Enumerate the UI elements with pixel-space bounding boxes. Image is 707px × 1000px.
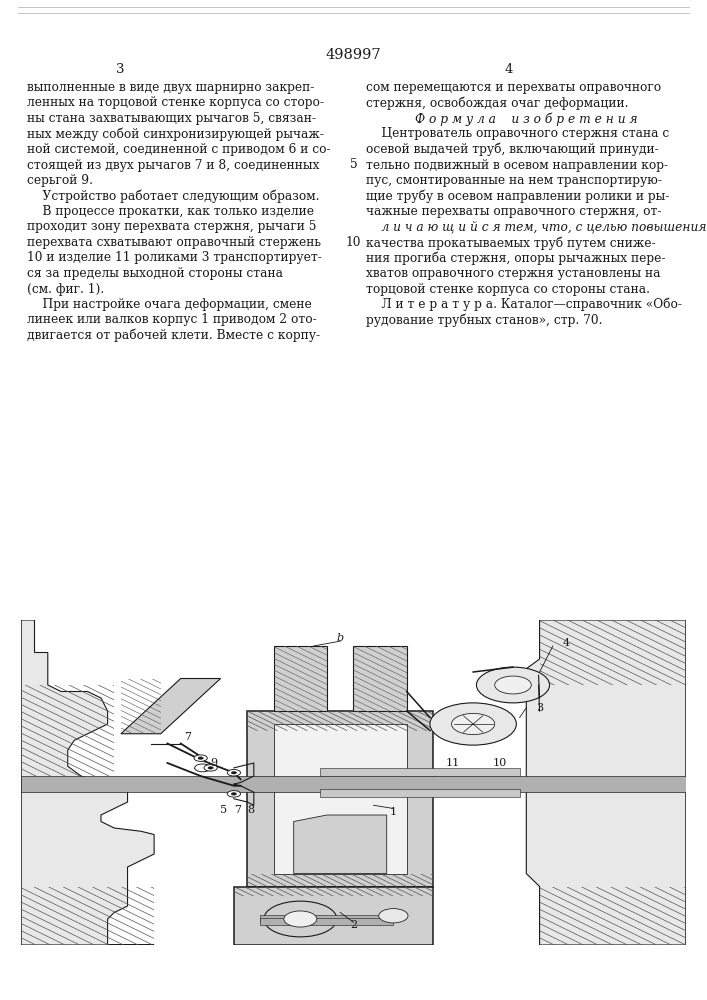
Text: линеек или валков корпус 1 приводом 2 ото-: линеек или валков корпус 1 приводом 2 от… (27, 313, 317, 326)
Text: 2: 2 (350, 920, 357, 930)
Text: осевой выдачей труб, включающий принуди-: осевой выдачей труб, включающий принуди- (366, 143, 659, 156)
Text: При настройке очага деформации, смене: При настройке очага деформации, смене (27, 298, 312, 311)
Bar (320, 789, 520, 797)
Text: 9: 9 (211, 758, 218, 768)
Circle shape (495, 676, 531, 694)
Text: 5: 5 (221, 805, 228, 815)
Text: щие трубу в осевом направлении ролики и ры-: щие трубу в осевом направлении ролики и … (366, 190, 670, 203)
Text: (см. фиг. 1).: (см. фиг. 1). (27, 282, 104, 296)
Text: тельно подвижный в осевом направлении кор-: тельно подвижный в осевом направлении ко… (366, 158, 668, 172)
Bar (21, 776, 686, 792)
Bar (247, 711, 433, 886)
Text: 7: 7 (234, 805, 240, 815)
Circle shape (452, 713, 495, 735)
Circle shape (284, 911, 317, 927)
Text: 5: 5 (350, 158, 357, 172)
Text: Ф о р м у л а    и з о б р е т е н и я: Ф о р м у л а и з о б р е т е н и я (415, 112, 637, 125)
Circle shape (204, 765, 217, 771)
Bar (274, 646, 327, 711)
Text: качества прокатываемых труб путем сниже-: качества прокатываемых труб путем сниже- (366, 236, 656, 249)
Text: 3: 3 (116, 63, 124, 76)
Text: Л и т е р а т у р а. Каталог—справочник «Обо-: Л и т е р а т у р а. Каталог—справочник … (366, 298, 682, 311)
Text: серьгой 9.: серьгой 9. (27, 174, 93, 187)
Polygon shape (21, 620, 154, 945)
Text: ны стана захватывающих рычагов 5, связан-: ны стана захватывающих рычагов 5, связан… (27, 112, 316, 125)
Bar (260, 915, 393, 922)
Text: торцовой стенке корпуса со стороны стана.: торцовой стенке корпуса со стороны стана… (366, 282, 650, 296)
Text: перехвата схватывают оправочный стержень: перехвата схватывают оправочный стержень (27, 236, 321, 249)
Bar (260, 918, 393, 925)
Text: 10: 10 (346, 236, 361, 249)
Text: л и ч а ю щ и й с я тем, что, с целью повышения: л и ч а ю щ и й с я тем, что, с целью по… (366, 220, 707, 233)
Circle shape (379, 909, 408, 923)
Circle shape (227, 770, 240, 776)
Text: 4: 4 (563, 638, 570, 648)
Text: 10: 10 (493, 758, 507, 768)
Text: выполненные в виде двух шарнирно закреп-: выполненные в виде двух шарнирно закреп- (27, 81, 314, 94)
Text: Центрователь оправочного стержня стана с: Центрователь оправочного стержня стана с (366, 127, 670, 140)
Circle shape (198, 757, 204, 759)
Polygon shape (293, 815, 387, 874)
Bar (274, 724, 407, 874)
Text: 3: 3 (536, 703, 543, 713)
Circle shape (231, 771, 237, 774)
Circle shape (477, 667, 549, 703)
Text: 10 и изделие 11 роликами 3 транспортирует-: 10 и изделие 11 роликами 3 транспортируе… (27, 251, 322, 264)
Text: b: b (337, 633, 344, 643)
Bar (320, 768, 520, 776)
Text: 4: 4 (505, 63, 513, 76)
Text: ной системой, соединенной с приводом 6 и со-: ной системой, соединенной с приводом 6 и… (27, 143, 330, 156)
Text: ся за пределы выходной стороны стана: ся за пределы выходной стороны стана (27, 267, 283, 280)
Circle shape (194, 764, 211, 772)
Circle shape (208, 767, 214, 769)
Polygon shape (526, 620, 686, 945)
Text: хватов оправочного стержня установлены на: хватов оправочного стержня установлены н… (366, 267, 661, 280)
Circle shape (430, 703, 516, 745)
Text: В процессе прокатки, как только изделие: В процессе прокатки, как только изделие (27, 205, 314, 218)
Text: Фиг. 1: Фиг. 1 (248, 918, 289, 930)
Text: 8: 8 (247, 805, 254, 815)
Text: ленных на торцовой стенке корпуса со сторо-: ленных на торцовой стенке корпуса со сто… (27, 96, 324, 109)
Text: 1: 1 (390, 807, 397, 817)
Text: стержня, освобождая очаг деформации.: стержня, освобождая очаг деформации. (366, 96, 629, 110)
Text: 11: 11 (446, 758, 460, 768)
Text: пус, смонтированные на нем транспортирую-: пус, смонтированные на нем транспортирую… (366, 174, 662, 187)
Text: сом перемещаются и перехваты оправочного: сом перемещаются и перехваты оправочного (366, 81, 661, 94)
Text: двигается от рабочей клети. Вместе с корпу-: двигается от рабочей клети. Вместе с кор… (27, 329, 320, 342)
Text: ния прогиба стержня, опоры рычажных пере-: ния прогиба стержня, опоры рычажных пере… (366, 251, 666, 265)
Bar (234, 886, 433, 945)
Text: чажные перехваты оправочного стержня, от-: чажные перехваты оправочного стержня, от… (366, 205, 662, 218)
Text: рудование трубных станов», стр. 70.: рудование трубных станов», стр. 70. (366, 313, 603, 327)
Circle shape (231, 793, 237, 795)
Text: ных между собой синхронизирующей рычаж-: ных между собой синхронизирующей рычаж- (27, 127, 324, 141)
Text: 7: 7 (184, 732, 191, 742)
Circle shape (227, 791, 240, 797)
Bar (354, 646, 407, 711)
Text: 498997: 498997 (326, 48, 381, 62)
Polygon shape (121, 678, 221, 734)
Circle shape (194, 755, 207, 761)
Circle shape (264, 901, 337, 937)
Text: проходит зону перехвата стержня, рычаги 5: проходит зону перехвата стержня, рычаги … (27, 220, 316, 233)
Text: Устройство работает следующим образом.: Устройство работает следующим образом. (27, 190, 320, 203)
Text: стоящей из двух рычагов 7 и 8, соединенных: стоящей из двух рычагов 7 и 8, соединенн… (27, 158, 320, 172)
